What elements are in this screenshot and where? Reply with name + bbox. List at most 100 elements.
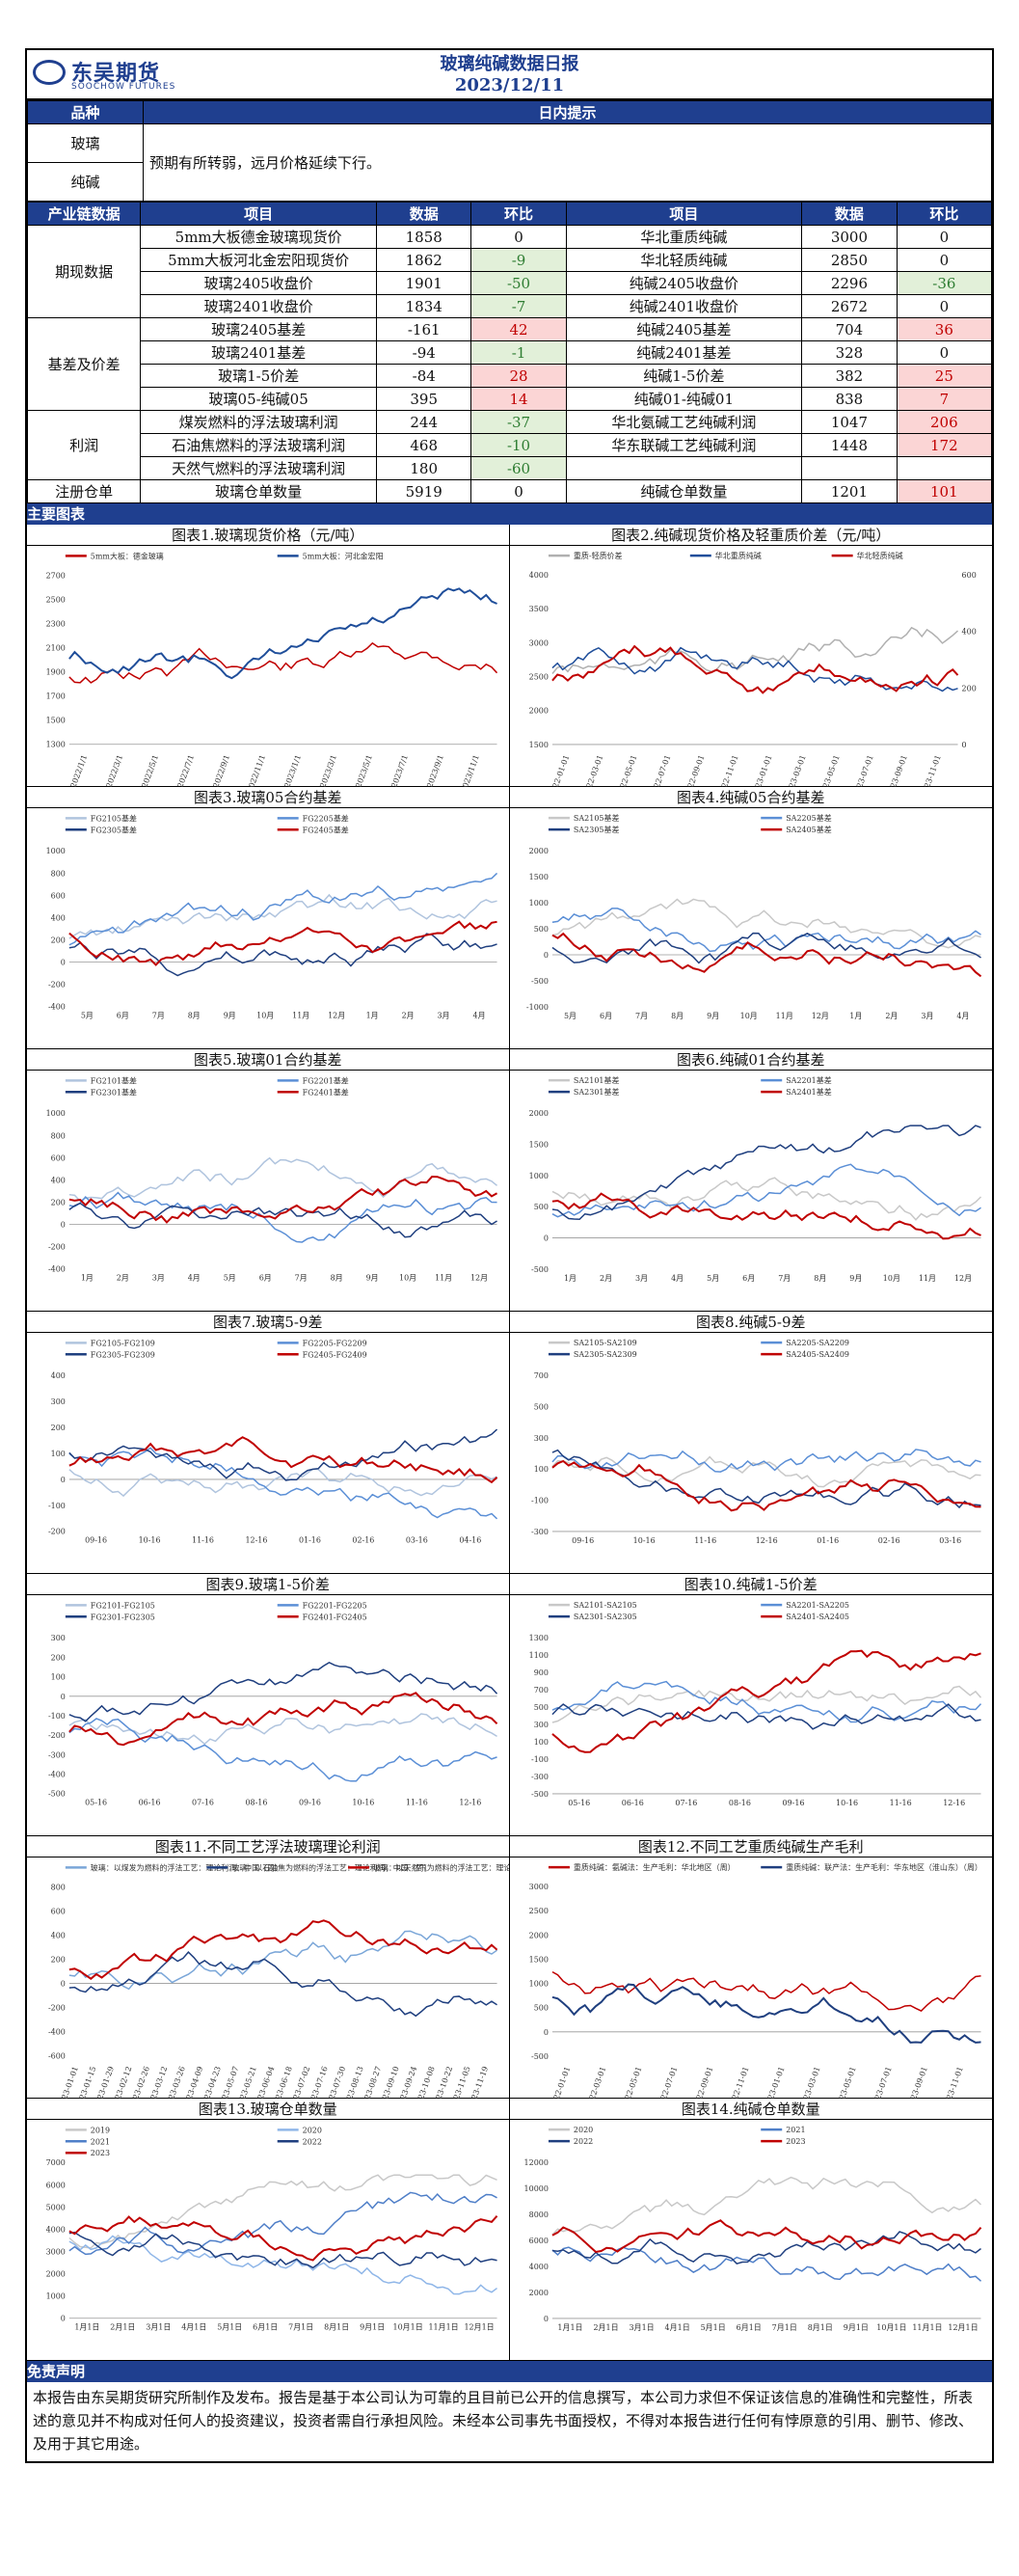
table-row: 期现数据 5mm大板德金玻璃现货价 1858 0 华北重质纯碱 3000 0 — [26, 225, 993, 318]
x-tick-label: 9月 — [849, 1274, 862, 1283]
y-tick-label: 0 — [61, 1980, 66, 1989]
x-tick-label: 2023/7/1 — [389, 753, 410, 787]
x-tick-label: 1月 — [849, 1012, 862, 1020]
y-tick-label: 2500 — [46, 595, 66, 604]
series-line — [68, 2231, 497, 2269]
y-tick-label: 800 — [51, 1883, 66, 1891]
disclaimer-text: 本报告由东吴期货研究所制作及发布。报告是基于本公司认为可靠的且目前已公开的信息撰… — [33, 2389, 974, 2453]
chart-title: 图表12.不同工艺重质纯碱生产毛利 — [509, 1836, 992, 1857]
y-tick-label: 2300 — [46, 619, 66, 628]
series-line — [551, 1685, 981, 1723]
x-tick-label: 11月 — [775, 1012, 792, 1020]
series-line — [551, 1983, 981, 2044]
item-change: 101 — [896, 479, 993, 503]
item-name: 纯碱2405基差 — [565, 317, 803, 341]
y-tick-label: 0 — [543, 2028, 548, 2037]
x-tick-label: 05-16 — [85, 1799, 107, 1807]
x-tick-label: 2023-11-01 — [919, 754, 942, 787]
series-line — [550, 646, 958, 692]
legend-label: FG2301-FG2305 — [91, 1613, 155, 1621]
x-tick-label: 7月 — [295, 1274, 308, 1283]
x-tick-label: 8月 — [331, 1274, 343, 1283]
chart-canvas: FG2105基差 FG2205基差 FG2305基差 FG2405基差 1000 800 6… — [46, 813, 498, 1020]
item-name: 5mm大板河北金宏阳现货价 — [140, 248, 377, 272]
x-tick-label: 3月 — [635, 1274, 648, 1283]
x-tick-label: 2023-07-01 — [870, 2066, 893, 2099]
y-tick-label: 100 — [533, 1465, 548, 1474]
y-tick-label: 800 — [51, 1131, 66, 1140]
y-tick-label: 1500 — [46, 717, 66, 725]
legend-label: FG2401-FG2405 — [303, 1613, 367, 1621]
y-tick-label: 4000 — [528, 2263, 548, 2271]
x-tick-label: 10月 — [882, 1274, 899, 1283]
legend-label: 2021 — [91, 2137, 110, 2146]
x-tick-label: 2022-01-01 — [549, 2066, 572, 2099]
y-tick-label: 2000 — [528, 847, 548, 855]
legend-label: 2023 — [91, 2149, 110, 2157]
y-tick-label: 200 — [51, 1199, 66, 1207]
item-change: -37 — [470, 410, 567, 434]
x-tick-label: 2022-05-01 — [615, 754, 638, 787]
series-line — [550, 1649, 981, 1753]
x-tick-label: 2023-01-01 — [763, 2066, 786, 2099]
item-change — [896, 456, 993, 480]
y-tick-label: 600 — [51, 891, 66, 900]
x-tick-label: 11月1日 — [428, 2323, 458, 2332]
x-tick-label: 03-16 — [406, 1536, 428, 1545]
industry-data-table: 产业链数据 项目 数据 环比 项目 数据 环比 期现数据 5mm大板德金玻璃现货价 1858 0 华北… — [26, 202, 993, 503]
series-line — [68, 1919, 498, 1980]
y-tick-label: 400 — [51, 1931, 66, 1939]
x-tick-label: 1月 — [81, 1274, 94, 1283]
x-tick-label: 2022-09-01 — [691, 2066, 714, 2099]
chart-title: 图表8.纯碱5-9差 — [509, 1312, 992, 1333]
item-value: 328 — [801, 340, 898, 365]
x-tick-label: 2月1日 — [593, 2323, 618, 2332]
y-tick-label: -100 — [48, 1712, 66, 1721]
x-tick-label: 12月 — [328, 1012, 345, 1020]
legend-label: 2021 — [786, 2126, 805, 2134]
x-tick-label: 12月1日 — [464, 2323, 494, 2332]
series-line — [68, 1930, 497, 1991]
series-line — [68, 1468, 497, 1498]
x-tick-label: 2023/11/1 — [459, 753, 480, 787]
chart-title: 图表2.纯碱现货价格及轻重质价差（元/吨） — [509, 525, 992, 546]
chart-panel: 图表12.不同工艺重质纯碱生产毛利 重质纯碱：氨碱法：生产毛利：华北地区（周） 重质… — [509, 1836, 992, 2099]
group-label: 基差及价差 — [26, 317, 142, 411]
item-name: 石油焦燃料的浮法玻璃利润 — [140, 433, 377, 457]
y-tick-label: 7000 — [46, 2158, 66, 2167]
y-tick-label: 2000 — [46, 2270, 66, 2279]
x-tick-label: 2月 — [402, 1012, 415, 1020]
legend-label: FG2105基差 — [91, 813, 137, 823]
report-header: 东吴期货 SOOCHOW FUTURES 玻璃纯碱数据日报 2023/12/11 — [27, 50, 992, 100]
item-value: 2850 — [801, 248, 898, 272]
x-tick-label: 3月1日 — [146, 2323, 171, 2332]
item-value — [801, 456, 898, 480]
item-value: 5919 — [375, 479, 472, 503]
y-tick-label: 4000 — [528, 571, 548, 580]
legend-label: SA2405基差 — [786, 825, 832, 834]
x-tick-label: 6月 — [599, 1012, 611, 1020]
y-tick-label: 1000 — [528, 1172, 548, 1180]
legend-label: SA2305基差 — [573, 825, 619, 834]
table-row: 5mm大板河北金宏阳现货价 1862 -9 华北轻质纯碱 2850 0 — [28, 248, 993, 272]
item-value: -161 — [375, 317, 472, 341]
x-tick-label: 4月 — [473, 1012, 486, 1020]
y-tick-label: 100 — [51, 1673, 66, 1682]
series-line — [68, 1662, 498, 1722]
intro-variety-glass: 玻璃 — [27, 123, 144, 163]
x-tick-label: 3月 — [152, 1274, 165, 1283]
y-tick-label: 1500 — [528, 873, 548, 881]
x-tick-label: 2022-03-01 — [581, 754, 604, 787]
x-tick-label: 2月 — [599, 1274, 611, 1283]
series-line — [68, 893, 497, 939]
y-tick-label: -300 — [48, 1750, 66, 1759]
item-value: 704 — [801, 317, 898, 341]
x-tick-label: 4月 — [188, 1274, 201, 1283]
intro-variety-soda: 纯碱 — [27, 162, 144, 202]
x-tick-label: 5月 — [707, 1274, 719, 1283]
chart-canvas: FG2105-FG2109 FG2205-FG2209 FG2305-FG2309 F… — [48, 1339, 498, 1545]
item-value: -94 — [375, 340, 472, 365]
series-line — [68, 2235, 497, 2295]
item-value: 3000 — [801, 225, 898, 249]
legend-label: SA2301基差 — [573, 1087, 619, 1097]
